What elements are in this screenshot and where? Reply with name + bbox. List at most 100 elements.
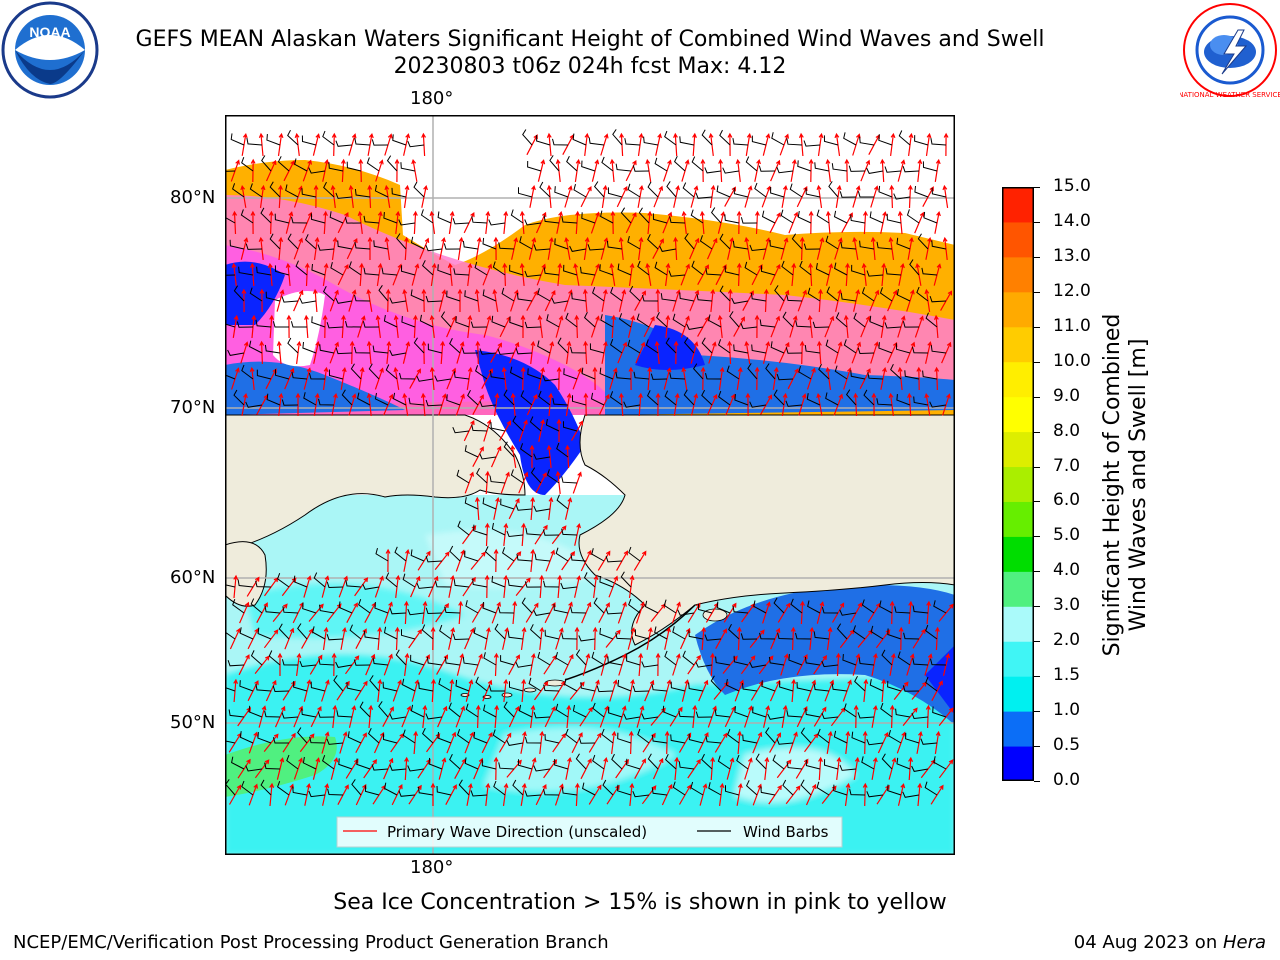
wind-barb (896, 394, 911, 406)
colorbar-tick-mark (1034, 187, 1040, 188)
siberia-land (225, 414, 526, 586)
wind-barb (227, 660, 245, 667)
wind-barb (483, 704, 497, 718)
wind-barb (225, 274, 236, 276)
wind-barb (353, 659, 371, 666)
wind-barb (503, 441, 515, 458)
wind-barb (374, 392, 389, 406)
wind-barb (225, 625, 236, 640)
wind-barb (933, 756, 947, 770)
wind-barb (317, 711, 335, 718)
wind-barb (776, 373, 794, 381)
wind-barb (728, 623, 740, 640)
colorbar-bin (1002, 746, 1034, 781)
wind-barb (255, 319, 272, 328)
wind-barb (560, 582, 578, 590)
wind-barb (596, 685, 614, 693)
wind-barb (776, 738, 794, 745)
wind-barb (410, 704, 425, 718)
wind-barb (240, 209, 254, 224)
wind-barb (407, 765, 425, 772)
wind-barb (925, 624, 938, 640)
wind-barb (776, 166, 794, 174)
wind-barb (851, 731, 866, 744)
wind-barb (893, 193, 911, 200)
wind-barb (627, 235, 641, 250)
wind-barb (628, 598, 641, 614)
wind-barb (402, 729, 416, 744)
wind-barb (805, 759, 821, 770)
wind-barb (358, 599, 371, 614)
wind-barb (287, 129, 299, 146)
wind-barb (654, 626, 668, 640)
wind-barb (831, 163, 848, 172)
wind-barb (697, 603, 713, 614)
wind-barb (701, 337, 713, 354)
wind-barb (599, 575, 614, 588)
wind-barb (821, 606, 839, 614)
nws-text: NATIONAL WEATHER SERVICE (1180, 91, 1280, 99)
wind-barb (374, 184, 389, 198)
wind-barb (902, 166, 920, 173)
wind-barb (529, 416, 542, 432)
wind-barb (665, 337, 677, 354)
wind-barb (536, 134, 551, 146)
colorbar-tick-mark (1034, 466, 1040, 468)
wind-barb (338, 601, 353, 614)
wind-barb (453, 371, 470, 380)
colorbar-label: Significant Height of Combined Wind Wave… (1100, 313, 1151, 657)
wind-barb (803, 243, 821, 250)
wind-barb (378, 701, 389, 718)
wind-barb (419, 314, 434, 328)
wind-barb (647, 181, 659, 198)
wind-barb (627, 339, 641, 354)
colorbar-tick-mark (1034, 746, 1040, 748)
wind-barb (507, 631, 524, 640)
wind-barb (785, 400, 803, 407)
wind-barb (842, 654, 857, 666)
wind-barb (647, 233, 659, 250)
wind-barb (582, 782, 596, 796)
wind-barb (425, 295, 443, 303)
wind-barb (407, 608, 425, 616)
wind-barb (654, 157, 668, 172)
wind-barb (913, 396, 929, 406)
wind-barb (418, 786, 434, 796)
wind-barb (672, 626, 686, 640)
colorbar-bin (1002, 641, 1034, 677)
wind-barb (931, 187, 947, 198)
wind-barb (533, 453, 551, 460)
wind-barb (464, 497, 479, 510)
wind-barb (518, 187, 533, 198)
wind-barb (781, 260, 794, 276)
wind-barb (895, 343, 911, 354)
wind-barb (623, 713, 641, 720)
wind-barb (421, 624, 434, 640)
map-frame (225, 115, 955, 855)
wind-barb (533, 244, 551, 251)
wind-barb (845, 389, 857, 406)
wind-barb (389, 608, 407, 615)
wind-barb (886, 213, 902, 224)
wind-barb (878, 342, 893, 354)
wind-barb (473, 524, 488, 536)
wind-barb (718, 390, 731, 406)
wind-barb (290, 321, 307, 328)
wind-barb (427, 343, 443, 354)
wind-barb (516, 292, 533, 302)
wind-barb (626, 654, 641, 666)
wave-direction-arrow (281, 577, 297, 597)
colorbar (1002, 187, 1034, 781)
wind-barb (546, 314, 560, 328)
wind-barb (645, 339, 659, 354)
map-legend: Primary Wave Direction (unscaled) Wind B… (336, 816, 843, 848)
wind-barb (749, 401, 767, 408)
wind-barb (538, 390, 551, 406)
wind-barb (805, 708, 821, 718)
wind-barb (922, 161, 938, 172)
wind-barb (575, 753, 587, 770)
colorbar-tick-mark (1034, 256, 1040, 258)
wind-barb (561, 476, 578, 484)
wind-barb (272, 685, 290, 693)
wind-barb (491, 522, 506, 536)
